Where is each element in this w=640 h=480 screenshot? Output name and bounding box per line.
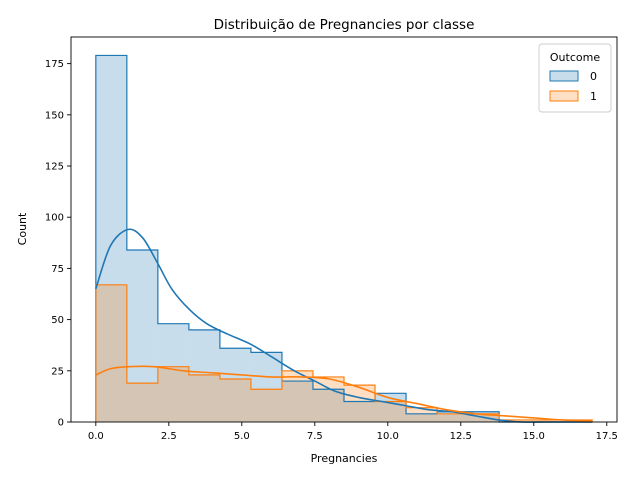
histogram-bar-series-1 [157, 366, 189, 422]
y-tick-label: 75 [51, 264, 64, 275]
y-tick-label: 0 [58, 418, 64, 429]
histogram-bar-series-0 [406, 413, 438, 422]
legend-swatch-0 [549, 70, 579, 82]
histogram-bar-series-1 [312, 376, 344, 422]
histogram-bar-series-1 [250, 389, 282, 422]
legend-label-0: 0 [590, 70, 597, 83]
histogram-bar-series-1 [95, 284, 127, 422]
x-tick-label: 10.0 [377, 431, 399, 442]
histogram-bar-series-0 [157, 323, 189, 422]
histogram-bar-series-0 [126, 249, 158, 422]
y-tick-label: 150 [45, 110, 64, 121]
legend-swatch-1 [549, 90, 579, 102]
plot-frame [70, 36, 618, 423]
y-tick-label: 100 [45, 213, 64, 224]
kde-curve-series-1 [95, 365, 593, 422]
x-tick-label: 5.0 [234, 431, 250, 442]
histogram-bar-series-1 [281, 370, 313, 422]
x-tick-label: 7.5 [307, 431, 323, 442]
histogram-bar-series-0 [219, 348, 251, 422]
histogram-bar-series-0 [250, 352, 282, 422]
x-tick-label: 0.0 [88, 431, 104, 442]
plot-lines [95, 54, 593, 423]
legend-label-1: 1 [590, 90, 597, 103]
histogram-bar-series-1 [126, 383, 158, 422]
x-tick-label: 17.5 [596, 431, 618, 442]
histogram-bar-series-0 [281, 381, 313, 422]
histogram-bar-series-1 [530, 419, 562, 422]
plot-fills [95, 55, 593, 423]
y-tick-label: 50 [51, 315, 64, 326]
x-tick-label: 15.0 [523, 431, 545, 442]
histogram-bar-series-1 [437, 413, 469, 422]
y-tick-label: 25 [51, 366, 64, 377]
x-tick-label: 12.5 [450, 431, 472, 442]
histogram-bar-series-0 [437, 411, 469, 422]
legend-title: Outcome [550, 51, 600, 64]
histogram-bar-series-0 [344, 401, 376, 422]
histogram-bar-series-1 [406, 407, 438, 422]
y-tick-label: 125 [45, 162, 64, 173]
histogram-bar-series-1 [219, 378, 251, 422]
histogram-bar-series-1 [375, 401, 407, 422]
x-tick-label: 2.5 [161, 431, 177, 442]
axes: 0.0 2.5 5.0 7.5 10.0 12.5 15.0 17.5 0 25 50 75 100 12… [45, 36, 618, 442]
x-axis-label: Pregnancies [311, 452, 378, 465]
histogram-bar-series-0 [312, 389, 344, 422]
y-tick-label: 175 [45, 59, 64, 70]
histogram-bar-series-1 [188, 374, 220, 422]
legend: Outcome 0 1 [538, 43, 612, 113]
y-axis-label: Count [16, 212, 29, 245]
chart-title: Distribuição de Pregnancies por classe [214, 17, 475, 33]
histogram-bar-series-0 [188, 329, 220, 422]
histogram-step-outline-0 [95, 54, 593, 423]
histogram-bar-series-0 [95, 55, 127, 423]
legend-box [538, 43, 612, 113]
kde-curve-series-0 [95, 228, 593, 423]
